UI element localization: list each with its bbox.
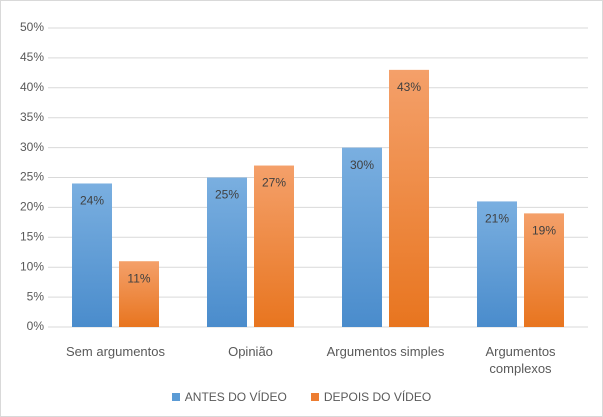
legend-swatch <box>310 393 319 401</box>
value-label: 27% <box>262 176 286 190</box>
y-tick-label: 40% <box>20 80 44 94</box>
bar <box>119 261 159 327</box>
y-tick-label: 20% <box>20 200 44 214</box>
value-label: 25% <box>215 188 239 202</box>
x-tick-label: Argumentos complexos <box>485 344 556 376</box>
y-tick-label: 15% <box>20 229 44 243</box>
value-label: 24% <box>80 194 104 208</box>
y-tick-label: 0% <box>27 319 45 333</box>
bar <box>342 147 382 327</box>
x-tick-label: Argumentos simples <box>326 344 445 359</box>
legend-label: DEPOIS DO VÍDEO <box>323 390 432 404</box>
y-tick-label: 25% <box>20 170 44 184</box>
y-tick-label: 35% <box>20 110 44 124</box>
value-label: 21% <box>485 212 509 226</box>
bar <box>524 213 564 327</box>
legend-item: DEPOIS DO VÍDEO <box>310 390 432 404</box>
legend-label: ANTES DO VÍDEO <box>184 390 287 404</box>
bar <box>207 177 247 327</box>
bar <box>389 69 429 328</box>
value-label: 43% <box>397 80 421 94</box>
bar <box>477 201 517 327</box>
x-tick-label: Opinião <box>228 344 273 359</box>
y-tick-label: 50% <box>20 20 44 34</box>
legend-swatch <box>171 393 180 401</box>
bar <box>72 183 112 327</box>
value-label: 19% <box>532 224 556 238</box>
value-label: 11% <box>127 271 150 285</box>
y-tick-label: 10% <box>20 259 44 273</box>
bar <box>254 165 294 327</box>
legend: ANTES DO VÍDEO DEPOIS DO VÍDEO <box>0 390 603 404</box>
y-tick-label: 5% <box>27 289 45 303</box>
x-tick-label: Sem argumentos <box>66 344 165 359</box>
y-tick-label: 45% <box>20 50 44 64</box>
y-tick-label: 30% <box>20 140 44 154</box>
legend-item: ANTES DO VÍDEO <box>171 390 287 404</box>
value-label: 30% <box>350 158 374 172</box>
